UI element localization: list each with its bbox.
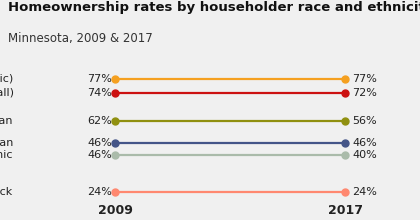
Text: Minnesota (all): Minnesota (all) xyxy=(0,88,13,98)
Text: 2009: 2009 xyxy=(98,204,133,217)
Text: 46%: 46% xyxy=(87,150,112,160)
Text: Hispanic: Hispanic xyxy=(0,150,13,160)
Text: 24%: 24% xyxy=(352,187,377,197)
Text: 2017: 2017 xyxy=(328,204,363,217)
Text: Asian: Asian xyxy=(0,116,13,126)
Text: 77%: 77% xyxy=(87,73,112,84)
Text: 74%: 74% xyxy=(87,88,112,98)
Text: American Indian: American Indian xyxy=(0,138,13,148)
Text: White (non-Hispanic): White (non-Hispanic) xyxy=(0,73,13,84)
Text: 56%: 56% xyxy=(352,116,377,126)
Text: 62%: 62% xyxy=(87,116,112,126)
Text: Homeownership rates by householder race and ethnicity: Homeownership rates by householder race … xyxy=(8,1,420,14)
Text: 46%: 46% xyxy=(352,138,377,148)
Text: Minnesota, 2009 & 2017: Minnesota, 2009 & 2017 xyxy=(8,32,153,45)
Text: Black: Black xyxy=(0,187,13,197)
Text: 72%: 72% xyxy=(352,88,377,98)
Text: 40%: 40% xyxy=(352,150,377,160)
Text: 77%: 77% xyxy=(352,73,377,84)
Text: 46%: 46% xyxy=(87,138,112,148)
Text: 24%: 24% xyxy=(87,187,112,197)
